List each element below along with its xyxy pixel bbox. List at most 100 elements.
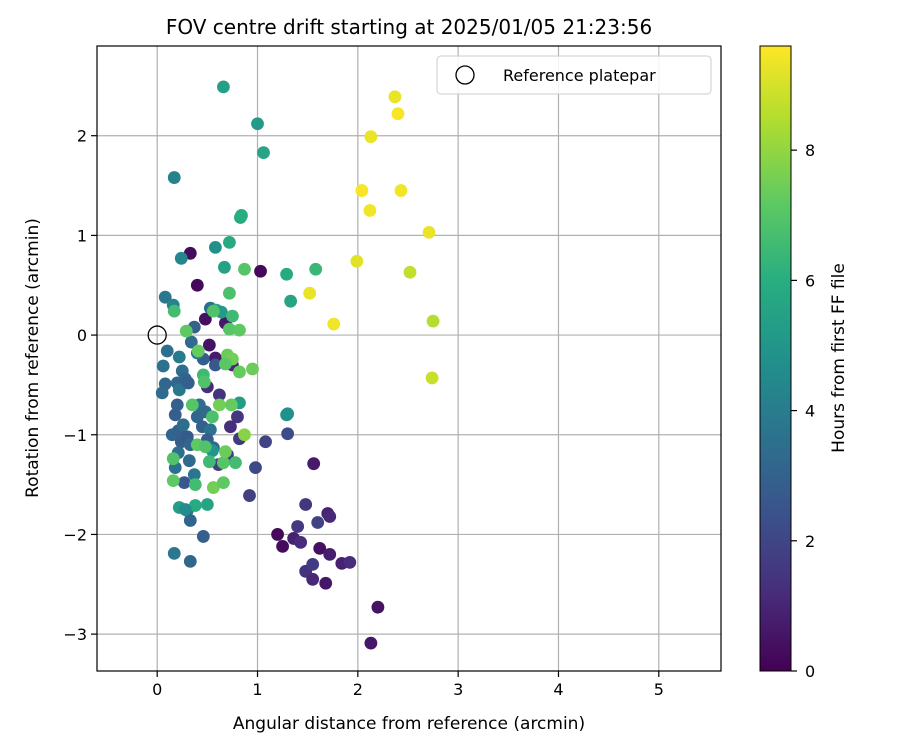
data-point: [219, 445, 232, 459]
data-point: [158, 377, 172, 391]
data-point: [425, 371, 439, 385]
data-point: [172, 350, 186, 364]
data-point: [205, 410, 219, 424]
data-point: [184, 335, 198, 349]
data-point: [229, 456, 242, 470]
data-point: [177, 476, 191, 490]
data-point: [203, 423, 217, 437]
x-axis-ticks: 0 1 2 3 4 5: [152, 671, 664, 699]
data-point: [202, 455, 216, 469]
data-point: [426, 314, 440, 328]
data-point: [323, 547, 337, 561]
data-point: [198, 312, 212, 326]
data-point: [355, 184, 369, 197]
y-axis-ticks: −3 −2 −1 0 1 2: [63, 127, 97, 644]
x-tick-label: 3: [453, 680, 463, 699]
data-point: [196, 530, 210, 543]
data-point: [249, 461, 262, 475]
data-point: [364, 636, 378, 650]
data-point: [311, 516, 325, 529]
data-point: [291, 520, 305, 533]
data-point: [174, 251, 188, 265]
chart-title: FOV centre drift starting at 2025/01/05 …: [166, 15, 652, 39]
data-point: [319, 576, 333, 590]
data-point: [225, 398, 238, 412]
data-point: [309, 262, 323, 276]
data-point: [343, 555, 357, 569]
data-point: [167, 546, 181, 560]
data-point: [178, 503, 192, 516]
data-point: [323, 510, 337, 523]
data-point: [212, 388, 226, 402]
data-point: [233, 365, 246, 379]
data-point: [217, 476, 230, 490]
data-point: [217, 456, 230, 470]
data-point: [183, 514, 197, 527]
data-point: [182, 454, 196, 468]
data-point: [403, 265, 417, 279]
data-point: [284, 294, 298, 308]
colorbar-tick-label: 2: [805, 532, 815, 551]
data-point: [422, 226, 436, 239]
data-point: [160, 344, 174, 358]
data-point: [327, 317, 341, 331]
data-point: [198, 440, 212, 454]
y-tick-label: −2: [63, 525, 87, 544]
data-point: [281, 427, 295, 441]
data-point: [251, 117, 264, 131]
x-tick-label: 0: [152, 680, 162, 699]
colorbar-tick-label: 0: [805, 662, 815, 681]
data-point: [224, 420, 237, 434]
colorbar-tick-label: 8: [805, 141, 815, 160]
data-points: [155, 80, 440, 650]
y-tick-label: 1: [77, 226, 87, 245]
data-point: [206, 481, 220, 494]
data-point: [371, 600, 385, 614]
data-point: [188, 499, 202, 512]
data-point: [307, 457, 321, 471]
data-point: [281, 407, 295, 421]
data-point: [197, 375, 211, 389]
data-point: [233, 323, 246, 337]
y-tick-label: 2: [77, 127, 87, 146]
data-point: [254, 264, 267, 278]
data-point: [170, 398, 184, 412]
data-point: [223, 286, 236, 300]
data-point: [166, 474, 180, 488]
colorbar: [759, 45, 792, 672]
data-point: [187, 468, 201, 482]
data-point: [231, 410, 244, 424]
data-point: [306, 572, 320, 586]
x-tick-label: 1: [252, 680, 262, 699]
legend-box: [436, 55, 712, 95]
data-point: [166, 452, 180, 466]
data-point: [299, 498, 313, 511]
y-tick-label: 0: [77, 326, 87, 345]
data-point: [306, 557, 320, 571]
data-point: [168, 408, 182, 422]
data-point: [172, 383, 186, 397]
data-point: [243, 489, 256, 502]
data-point: [388, 90, 402, 104]
data-point: [167, 304, 181, 318]
data-point: [185, 398, 199, 412]
data-point: [208, 240, 222, 254]
data-point: [246, 362, 259, 376]
legend-marker-icon: [455, 65, 475, 85]
colorbar-tick-label: 6: [805, 271, 815, 290]
data-point: [294, 536, 308, 549]
data-point: [391, 107, 405, 121]
data-point: [313, 541, 327, 555]
data-point: [238, 428, 251, 442]
data-point: [217, 80, 230, 94]
x-tick-label: 5: [654, 680, 664, 699]
colorbar-ticks: 0 2 4 6 8: [791, 141, 815, 681]
colorbar-tick-label: 4: [805, 402, 815, 421]
reference-platepar-marker: [147, 325, 167, 345]
data-point: [179, 324, 193, 338]
data-point: [191, 344, 205, 358]
data-point: [212, 398, 226, 412]
data-point: [280, 267, 294, 281]
data-point: [350, 254, 364, 268]
data-point: [202, 338, 216, 352]
